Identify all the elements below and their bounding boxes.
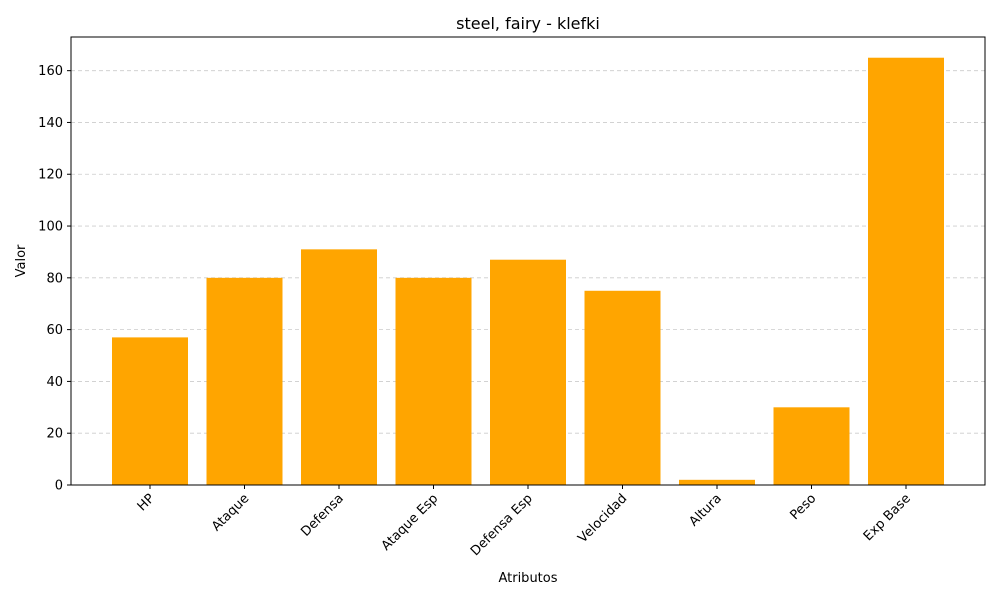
y-tick-label: 120 (38, 168, 63, 183)
x-tick-label: Defensa Esp (468, 491, 536, 559)
bar (679, 479, 755, 485)
y-axis: 0 20 40 60 80 100 120 140 160 (38, 64, 71, 494)
x-tick-label: HP (135, 491, 158, 514)
y-axis-label: Valor (14, 244, 29, 277)
bar (490, 259, 566, 485)
y-tick-label: 60 (46, 323, 63, 338)
x-axis-label: Atributos (498, 571, 557, 586)
x-tick-label: Velocidad (575, 491, 630, 546)
x-tick-label: Ataque (209, 491, 252, 534)
y-tick-label: 140 (38, 116, 63, 131)
y-tick-label: 160 (38, 64, 63, 79)
chart-title: steel, fairy - klefki (456, 14, 600, 33)
bars (112, 57, 944, 485)
x-tick-label: Peso (787, 491, 819, 523)
bar (206, 277, 283, 485)
y-tick-label: 20 (46, 427, 63, 442)
x-tick-label: Defensa (298, 491, 346, 539)
y-tick-label: 80 (46, 271, 63, 286)
bar (773, 407, 850, 485)
x-axis: HP Ataque Defensa Ataque Esp Defensa Esp Velo… (135, 485, 914, 559)
bar (395, 277, 472, 485)
bar (112, 337, 188, 485)
x-tick-label: Exp Base (861, 491, 914, 544)
x-tick-label: Ataque Esp (379, 491, 442, 554)
bar (301, 249, 377, 485)
y-tick-label: 40 (46, 375, 63, 390)
x-tick-label: Altura (687, 491, 725, 529)
bar (584, 290, 661, 485)
y-tick-label: 0 (55, 479, 63, 494)
y-tick-label: 100 (38, 220, 63, 235)
bar (868, 57, 944, 485)
